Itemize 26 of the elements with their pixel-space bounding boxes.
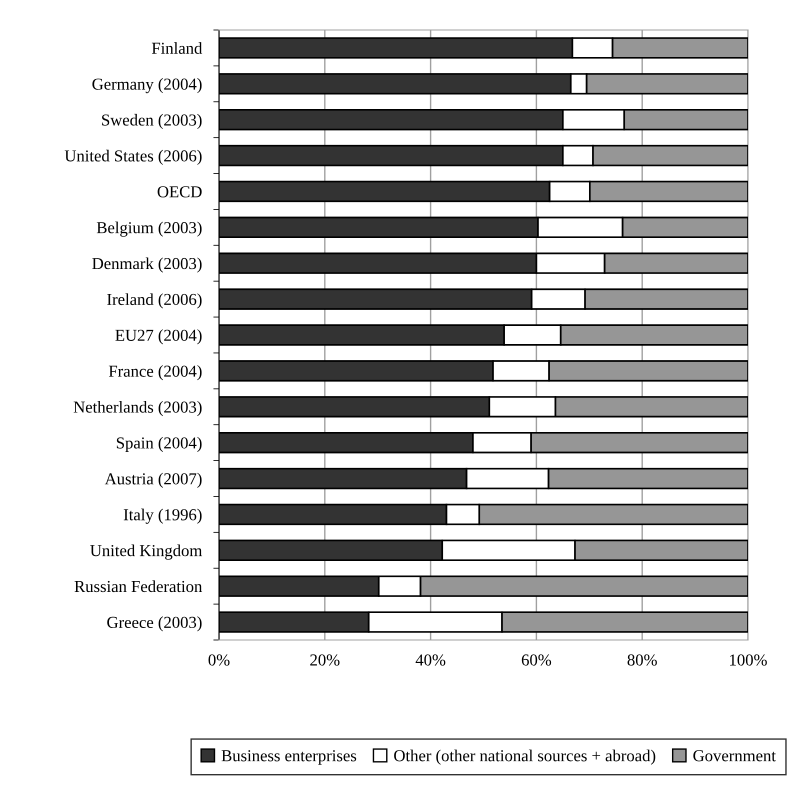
legend-label: Government	[693, 750, 776, 762]
y-tick-label: United States (2006)	[64, 150, 202, 165]
legend-label: Other (other national sources + abroad)	[394, 750, 656, 765]
y-tick-label: Finland	[152, 42, 202, 54]
legend-label: Business enterprises	[222, 750, 356, 765]
x-tick-label: 100%	[730, 654, 767, 666]
y-tick-label: Greece (2003)	[107, 616, 202, 632]
y-tick-label: Germany (2004)	[92, 78, 202, 94]
x-tick-label: 20%	[310, 654, 340, 666]
y-tick-label: Ireland (2006)	[107, 293, 202, 308]
y-tick-label: OECD	[158, 186, 202, 198]
y-tick-label: France (2004)	[108, 365, 202, 380]
y-tick-label: Sweden (2003)	[102, 114, 202, 130]
y-tick-label: Spain (2004)	[116, 436, 202, 452]
y-tick-label: Belgium (2003)	[96, 222, 202, 237]
x-tick-label: 40%	[416, 654, 446, 666]
x-tick-label: 60%	[522, 654, 552, 666]
y-tick-label: Denmark (2003)	[92, 257, 202, 273]
x-tick-label: 0%	[208, 654, 230, 666]
y-tick-label: United Kingdom	[90, 544, 202, 560]
y-tick-label: EU27 (2004)	[115, 329, 202, 344]
y-tick-label: Austria (2007)	[104, 472, 202, 488]
y-tick-label: Russian Federation	[74, 580, 202, 592]
y-tick-label: Italy (1996)	[124, 508, 202, 524]
y-tick-label: Netherlands (2003)	[74, 400, 202, 416]
x-tick-label: 80%	[628, 654, 657, 666]
